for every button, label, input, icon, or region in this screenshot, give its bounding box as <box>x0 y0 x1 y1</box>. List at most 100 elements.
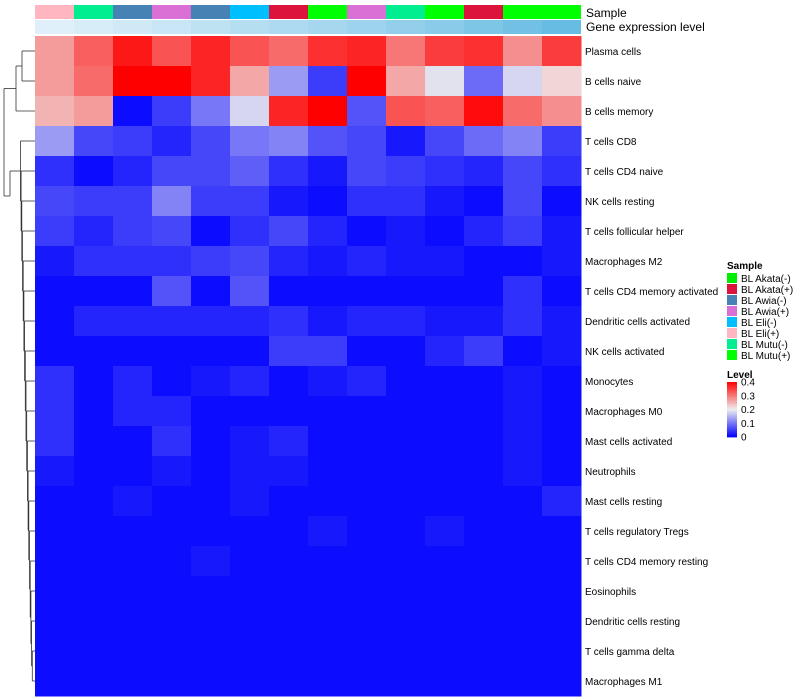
level-legend-gradient <box>727 399 737 402</box>
sample-legend-swatch <box>727 306 737 316</box>
sample-bar-cell <box>308 5 347 19</box>
heatmap-cell <box>425 636 465 667</box>
heatmap-cell <box>113 606 153 637</box>
heatmap-cell <box>347 336 387 367</box>
level-bar-cell <box>152 20 191 34</box>
level-legend-gradient <box>727 390 737 393</box>
heatmap-cell <box>35 216 75 247</box>
heatmap-cell <box>386 576 426 607</box>
heatmap-cell <box>464 456 504 487</box>
heatmap-cell <box>503 456 543 487</box>
heatmap-cell <box>347 156 387 187</box>
heatmap-cell <box>113 246 153 277</box>
heatmap-cell <box>347 636 387 667</box>
row-label: Mast cells activated <box>585 437 672 448</box>
heatmap-cell <box>503 396 543 427</box>
heatmap-cell <box>542 186 582 217</box>
heatmap-cell <box>74 636 114 667</box>
heatmap-cell <box>191 426 231 457</box>
heatmap-cell <box>35 456 75 487</box>
level-legend-gradient <box>727 397 737 399</box>
sample-legend-label: BL Eli(-) <box>741 318 777 329</box>
heatmap-cell <box>425 216 465 247</box>
heatmap-cell <box>191 246 231 277</box>
heatmap-cell <box>386 246 426 277</box>
heatmap-cell <box>230 66 270 97</box>
level-legend-gradient <box>727 427 737 430</box>
row-label: T cells regulatory Tregs <box>585 527 689 538</box>
sample-legend-swatch <box>727 339 737 349</box>
heatmap-cell <box>113 336 153 367</box>
level-annotation-bar <box>35 20 581 34</box>
heatmap-cell <box>152 306 192 337</box>
heatmap-cell <box>386 126 426 157</box>
heatmap-cell <box>542 426 582 457</box>
level-legend-gradient <box>727 426 737 428</box>
heatmap-cell <box>230 456 270 487</box>
sample-bar-cell <box>542 5 581 19</box>
level-legend-gradient <box>727 435 737 438</box>
heatmap-cell <box>269 636 309 667</box>
heatmap-cell <box>464 396 504 427</box>
row-label: Eosinophils <box>585 587 636 598</box>
sample-legend-label: BL Eli(+) <box>741 329 779 340</box>
heatmap-cell <box>35 486 75 517</box>
heatmap-cell <box>542 216 582 247</box>
heatmap-cell <box>308 126 348 157</box>
heatmap-cell <box>269 546 309 577</box>
row-label: T cells CD8 <box>585 137 637 148</box>
heatmap-cell <box>35 606 75 637</box>
heatmap-cell <box>35 516 75 547</box>
heatmap-cell <box>308 276 348 307</box>
heatmap-cell <box>503 426 543 457</box>
heatmap-cell <box>386 486 426 517</box>
heatmap-cell <box>74 156 114 187</box>
row-label: Monocytes <box>585 377 633 388</box>
sample-legend-swatch <box>727 273 737 283</box>
heatmap-cell <box>152 636 192 667</box>
heatmap-cell <box>152 156 192 187</box>
heatmap-cell <box>113 396 153 427</box>
heatmap-cell <box>386 666 426 697</box>
heatmap-cell <box>191 126 231 157</box>
heatmap-cell <box>386 156 426 187</box>
heatmap-cell <box>269 96 309 127</box>
heatmap-cell <box>464 486 504 517</box>
heatmap-cell <box>74 276 114 307</box>
heatmap-cell <box>230 96 270 127</box>
heatmap-cell <box>152 486 192 517</box>
level-legend-gradient <box>727 398 737 401</box>
heatmap-cell <box>425 426 465 457</box>
heatmap-cell <box>308 456 348 487</box>
heatmap-cell <box>35 336 75 367</box>
heatmap-cell <box>464 126 504 157</box>
row-label: Macrophages M2 <box>585 257 663 268</box>
heatmap-cell <box>74 186 114 217</box>
sample-legend-swatch <box>727 317 737 327</box>
row-label: T cells CD4 memory activated <box>585 287 718 298</box>
level-legend-tick: 0.1 <box>741 419 755 430</box>
heatmap-cell <box>542 336 582 367</box>
heatmap-cell <box>464 156 504 187</box>
sample-bar-cell <box>152 5 191 19</box>
heatmap-cell <box>308 186 348 217</box>
heatmap-cell <box>464 516 504 547</box>
heatmap-cell <box>35 66 75 97</box>
heatmap-cell <box>503 36 543 67</box>
heatmap-cell <box>113 456 153 487</box>
level-bar-cell <box>74 20 113 34</box>
level-annotation-label: Gene expression level <box>586 20 705 34</box>
level-legend-tick: 0 <box>741 433 747 444</box>
heatmap-cell <box>425 306 465 337</box>
sample-bar-cell <box>35 5 74 19</box>
row-label: Dendritic cells resting <box>585 617 680 628</box>
heatmap-cell <box>191 636 231 667</box>
heatmap-cell <box>35 636 75 667</box>
heatmap-cell <box>269 36 309 67</box>
heatmap-cell <box>269 426 309 457</box>
heatmap-cell <box>464 216 504 247</box>
heatmap-cell <box>308 366 348 397</box>
level-bar-cell <box>503 20 542 34</box>
heatmap-cell <box>74 606 114 637</box>
heatmap-cell <box>542 516 582 547</box>
